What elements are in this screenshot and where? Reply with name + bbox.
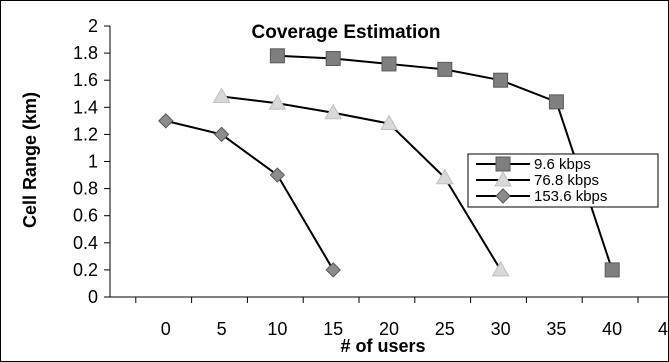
legend-label: 9.6 kbps bbox=[534, 156, 591, 173]
data-point-square bbox=[437, 61, 453, 77]
data-point-triangle bbox=[380, 114, 398, 131]
data-point-square bbox=[381, 56, 397, 72]
x-tick-label: 15 bbox=[323, 319, 343, 339]
data-point-square bbox=[604, 262, 620, 278]
data-point-square bbox=[269, 48, 285, 64]
data-point-diamond bbox=[213, 126, 230, 143]
series-0 bbox=[269, 48, 620, 278]
data-point-diamond bbox=[325, 262, 341, 278]
x-tick-label: 45 bbox=[658, 319, 669, 339]
x-tick-label: 40 bbox=[602, 319, 622, 339]
y-tick-label: 0.4 bbox=[73, 233, 98, 253]
y-tick-label: 1.6 bbox=[73, 70, 98, 90]
axes: 00.20.40.60.811.21.41.61.820 5 10 15 20 25 30 3… bbox=[73, 16, 669, 339]
y-tick-label: 2 bbox=[88, 16, 98, 36]
data-point-square bbox=[493, 72, 509, 88]
chart-title: Coverage Estimation bbox=[252, 22, 441, 43]
x-tick-label: 25 bbox=[435, 319, 455, 339]
y-tick-label: 0.8 bbox=[73, 179, 98, 199]
data-point-triangle bbox=[324, 103, 343, 120]
series-line bbox=[165, 119, 335, 271]
y-tick-label: 0.6 bbox=[73, 206, 98, 226]
x-tick-label: 0 bbox=[161, 319, 171, 339]
series-line bbox=[221, 95, 502, 271]
data-point-square bbox=[325, 51, 341, 67]
data-point-triangle bbox=[212, 87, 231, 103]
data-point-triangle bbox=[435, 168, 454, 185]
y-tick-label: 1 bbox=[88, 152, 98, 172]
x-axis-title: # of users bbox=[340, 336, 425, 356]
y-tick-label: 0.2 bbox=[73, 260, 98, 280]
legend-marker-diamond bbox=[495, 188, 511, 204]
data-point-triangle bbox=[491, 260, 510, 277]
x-tick-label: 5 bbox=[217, 319, 227, 339]
y-tick-label: 0 bbox=[88, 287, 98, 307]
legend-marker-square bbox=[495, 156, 511, 172]
y-tick-label: 1.8 bbox=[73, 43, 98, 63]
series-1 bbox=[212, 87, 510, 277]
x-tick-label: 30 bbox=[491, 319, 511, 339]
data-point-triangle bbox=[268, 94, 287, 110]
y-axis-title: Cell Range (km) bbox=[20, 92, 40, 228]
series-layer bbox=[158, 48, 620, 278]
x-tick-label: 20 bbox=[379, 319, 399, 339]
data-point-diamond bbox=[269, 167, 286, 183]
legend-label: 76.8 kbps bbox=[534, 172, 599, 189]
legend-label: 153.6 kbps bbox=[534, 188, 607, 205]
x-tick-label: 35 bbox=[546, 319, 566, 339]
y-tick-label: 1.2 bbox=[73, 124, 98, 144]
x-tick-label: 10 bbox=[267, 319, 287, 339]
data-point-square bbox=[548, 94, 564, 110]
data-point-diamond bbox=[158, 113, 174, 129]
series-2 bbox=[158, 113, 341, 278]
legend-marker-triangle bbox=[494, 170, 512, 187]
y-tick-label: 1.4 bbox=[73, 97, 98, 117]
